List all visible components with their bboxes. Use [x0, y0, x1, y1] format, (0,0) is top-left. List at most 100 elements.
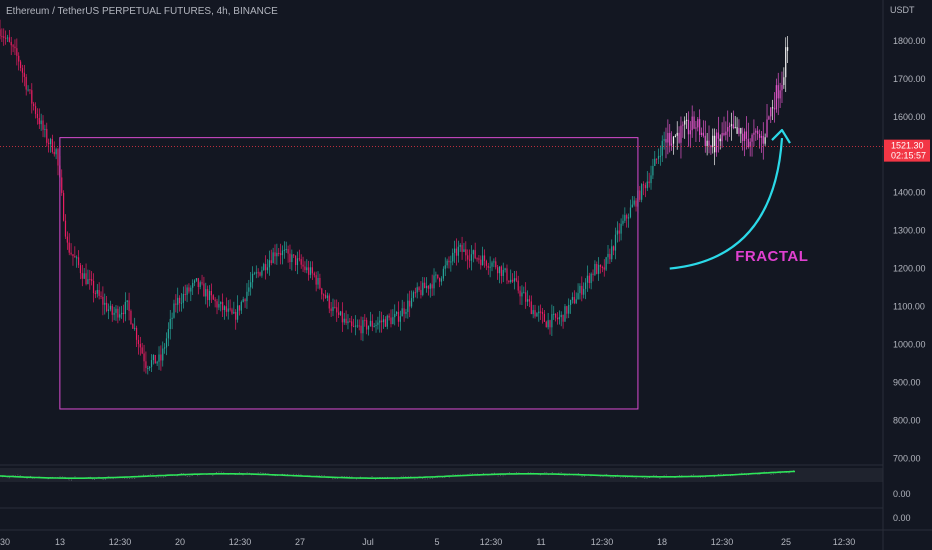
candle-body: [61, 177, 63, 193]
candle-body: [613, 246, 615, 251]
candle-body: [491, 262, 493, 267]
candle-body: [508, 280, 510, 283]
candle-body: [766, 119, 768, 138]
candle-body: [562, 314, 564, 322]
candlestick-series: [0, 19, 789, 375]
candle-body: [669, 133, 671, 146]
candle-body: [205, 289, 207, 297]
time-tick-label: 12:30: [480, 537, 503, 547]
candle-body: [513, 278, 516, 282]
candle-body: [369, 320, 372, 326]
candle-body: [779, 90, 781, 99]
candle-body: [476, 258, 478, 260]
candle-body: [289, 253, 291, 263]
candle-body: [663, 139, 665, 141]
candle-body: [149, 366, 151, 368]
candle-body: [244, 299, 246, 302]
candle-body: [338, 312, 340, 315]
candle-body: [498, 266, 501, 274]
candle-body: [603, 267, 605, 270]
candle-body: [360, 325, 362, 334]
candle-body: [455, 248, 458, 256]
candle-body: [470, 254, 473, 261]
time-tick-label: 27: [295, 537, 305, 547]
candle-body: [568, 304, 570, 314]
candle-body: [437, 274, 439, 279]
candle-body: [569, 299, 572, 305]
candle-body: [1, 36, 3, 38]
candle-body: [280, 253, 282, 256]
candle-body: [321, 288, 323, 295]
price-tick-label: 1600.00: [893, 112, 926, 122]
candle-body: [158, 354, 160, 362]
candle-body: [743, 131, 746, 141]
candle-body: [238, 305, 241, 311]
candle-body: [298, 258, 300, 260]
candle-body: [375, 324, 377, 327]
candle-body: [293, 254, 295, 256]
candle-body: [326, 295, 328, 298]
candle-body: [85, 273, 87, 285]
candle-body: [551, 314, 553, 328]
candle-body: [403, 308, 405, 314]
candle-body: [656, 158, 658, 160]
candle-body: [762, 135, 764, 144]
candle-body: [308, 267, 310, 275]
candle-body: [16, 48, 18, 56]
candle-body: [49, 139, 52, 145]
candle-body: [693, 116, 695, 129]
candle-body: [165, 338, 168, 348]
candle-body: [392, 317, 394, 325]
candle-body: [708, 140, 710, 146]
candle-body: [33, 103, 35, 107]
candle-body: [72, 254, 74, 257]
candle-body: [51, 139, 53, 152]
candle-body: [547, 320, 549, 328]
candle-body: [594, 264, 596, 275]
candle-body: [214, 299, 216, 302]
candle-body: [263, 264, 265, 271]
candle-body: [270, 260, 272, 264]
candle-body: [607, 253, 609, 258]
candle-body: [281, 250, 284, 256]
price-tick-label: 1400.00: [893, 188, 926, 198]
candle-body: [220, 301, 222, 305]
candle-body: [31, 90, 33, 104]
candle-body: [424, 282, 426, 289]
candle-body: [555, 313, 557, 318]
candle-body: [225, 306, 227, 312]
candle-body: [545, 321, 547, 328]
candle-body: [571, 297, 574, 300]
candle-body: [586, 275, 589, 283]
candle-body: [556, 317, 559, 320]
candle-body: [560, 314, 562, 318]
candle-body: [180, 302, 183, 304]
time-tick-label: 11: [536, 537, 545, 547]
time-tick-label: 30: [0, 537, 10, 547]
price-tick-label: 1700.00: [893, 74, 926, 84]
candle-body: [208, 290, 211, 301]
candle-body: [598, 264, 600, 274]
candle-body: [390, 317, 392, 325]
candle-body: [667, 133, 669, 143]
candle-body: [742, 133, 744, 141]
candle-body: [401, 308, 403, 317]
candle-body: [399, 316, 401, 322]
candle-body: [736, 127, 738, 134]
time-tick-label: 18: [657, 537, 667, 547]
candle-body: [36, 113, 39, 119]
drawing-overlays: FRACTAL: [0, 128, 883, 410]
candle-body: [246, 291, 248, 302]
candle-body: [459, 245, 461, 247]
candle-body: [5, 37, 7, 39]
candle-body: [177, 297, 179, 305]
candle-body: [203, 283, 205, 297]
candle-body: [132, 324, 134, 329]
candle-body: [352, 326, 355, 328]
candle-body: [775, 85, 777, 110]
candle-body: [141, 347, 143, 354]
candle-body: [487, 265, 489, 268]
candle-body: [695, 127, 697, 129]
candle-body: [70, 252, 72, 255]
